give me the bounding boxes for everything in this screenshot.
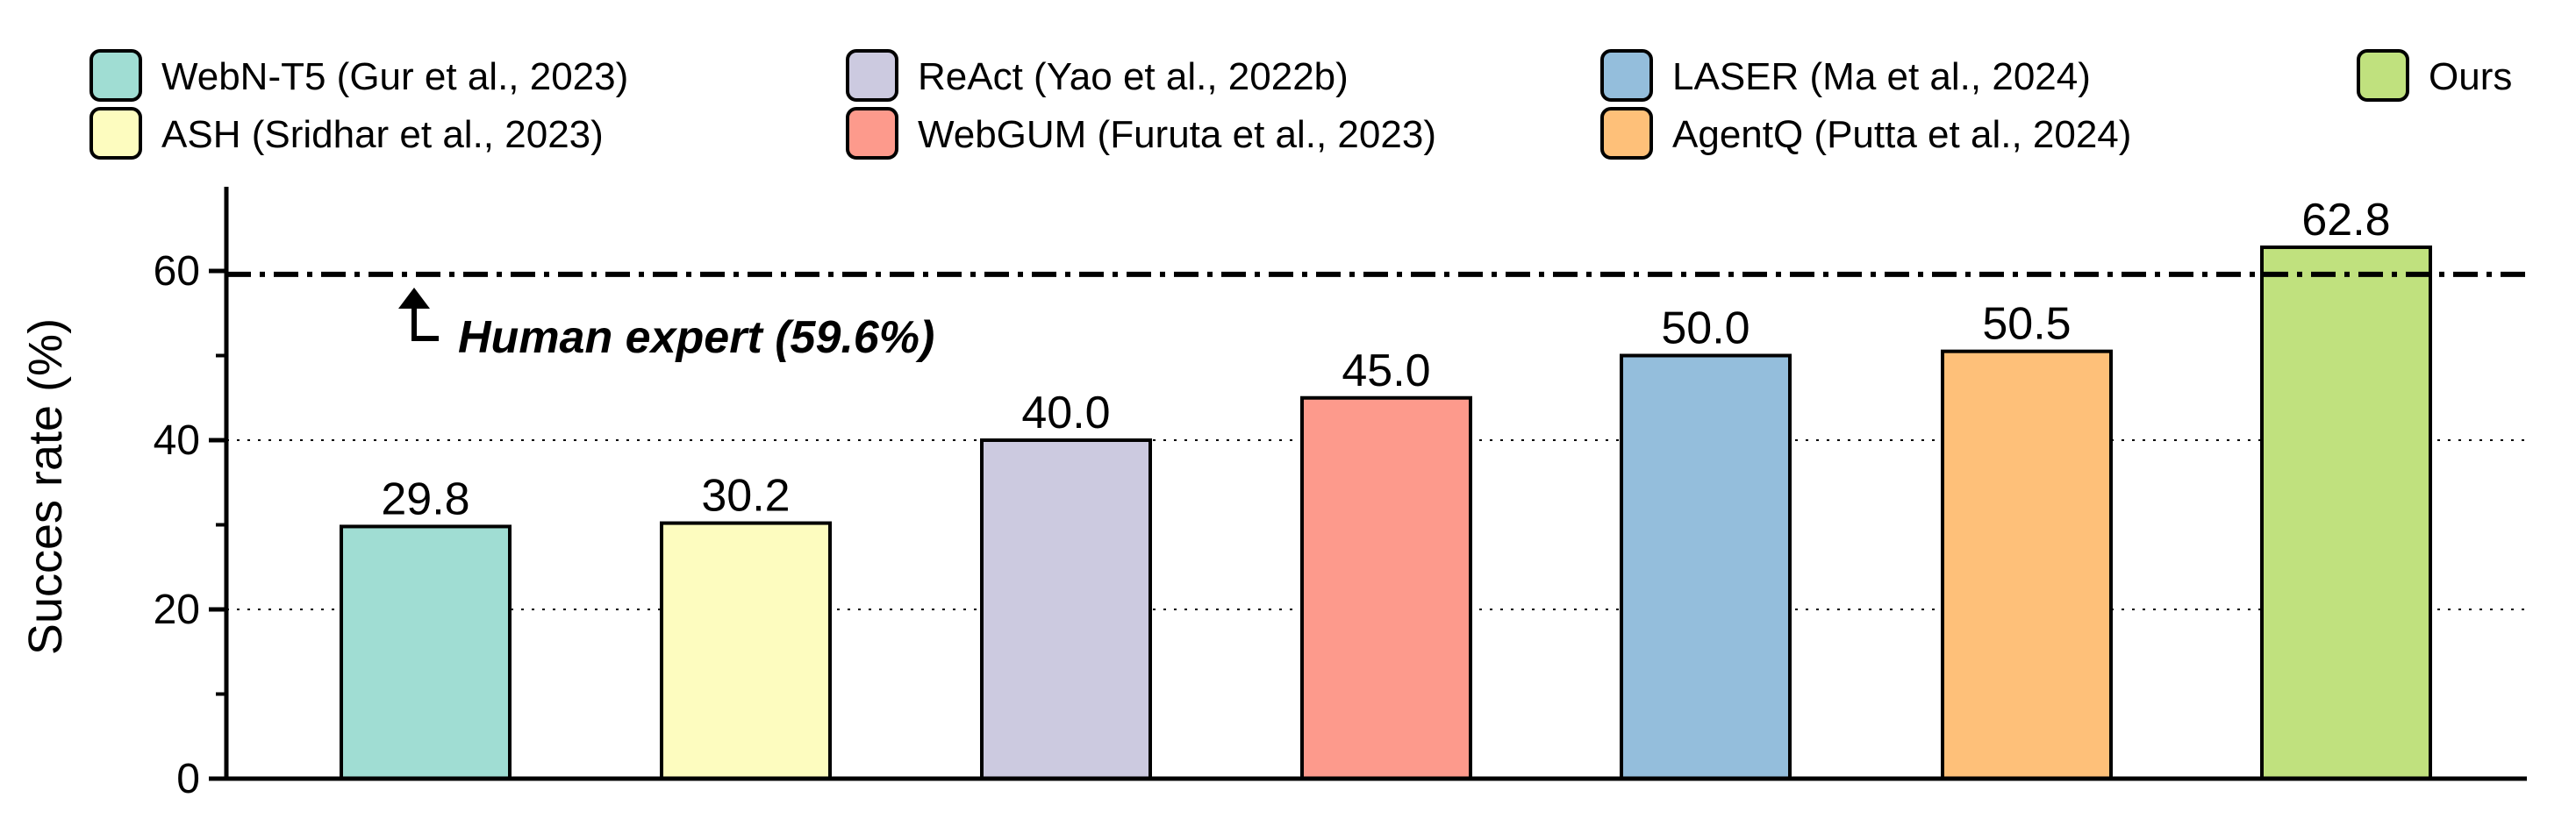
legend-label: WebGUM (Furuta et al., 2023): [918, 113, 1436, 156]
legend-label: ASH (Sridhar et al., 2023): [161, 113, 604, 156]
bar: [340, 524, 512, 780]
annotation-arrowhead: [398, 288, 430, 309]
legend-swatch: [846, 49, 898, 102]
y-axis-label: Succes rate (%): [19, 318, 72, 655]
y-tick-label: 20: [154, 587, 200, 633]
bar: [1300, 395, 1472, 780]
legend-swatch: [89, 49, 142, 102]
legend-swatch: [2357, 49, 2409, 102]
legend-swatch: [846, 107, 898, 160]
legend-swatch: [1600, 107, 1653, 160]
bar-value-label: 40.0: [1021, 388, 1110, 438]
legend-label: WebN-T5 (Gur et al., 2023): [161, 55, 628, 98]
legend-label: ReAct (Yao et al., 2022b): [918, 55, 1349, 98]
legend-swatch: [89, 107, 142, 160]
reference-line-label: Human expert (59.6%): [458, 312, 934, 363]
bar: [660, 521, 832, 780]
bar-value-label: 62.8: [2301, 195, 2390, 246]
bar: [1620, 353, 1792, 780]
bar: [2260, 245, 2432, 781]
chart-legend: WebN-T5 (Gur et al., 2023) ASH (Sridhar e…: [89, 49, 2512, 160]
human-expert-reference: Human expert (59.6%): [226, 271, 2527, 363]
legend-label: LASER (Ma et al., 2024): [1672, 55, 2091, 98]
bar: [1941, 349, 2113, 780]
legend-label: AgentQ (Putta et al., 2024): [1672, 113, 2131, 156]
bar-value-label: 45.0: [1342, 345, 1430, 396]
bar-value-label: 50.0: [1661, 303, 1750, 354]
chart-bars: 29.8 30.2 40.0 45.0 50.0 50.5 62.8: [340, 195, 2432, 781]
legend-label: Ours: [2429, 55, 2512, 98]
y-tick-label: 40: [154, 417, 200, 464]
bar-value-label: 50.5: [1982, 299, 2071, 350]
bar-value-label: 29.8: [381, 474, 469, 524]
chart-axes: 0 20 40 60: [154, 187, 2527, 802]
y-tick-label: 0: [176, 756, 200, 802]
bar: [980, 438, 1152, 780]
bar-value-label: 30.2: [701, 471, 790, 522]
y-tick-label: 60: [154, 248, 200, 295]
legend-swatch: [1600, 49, 1653, 102]
